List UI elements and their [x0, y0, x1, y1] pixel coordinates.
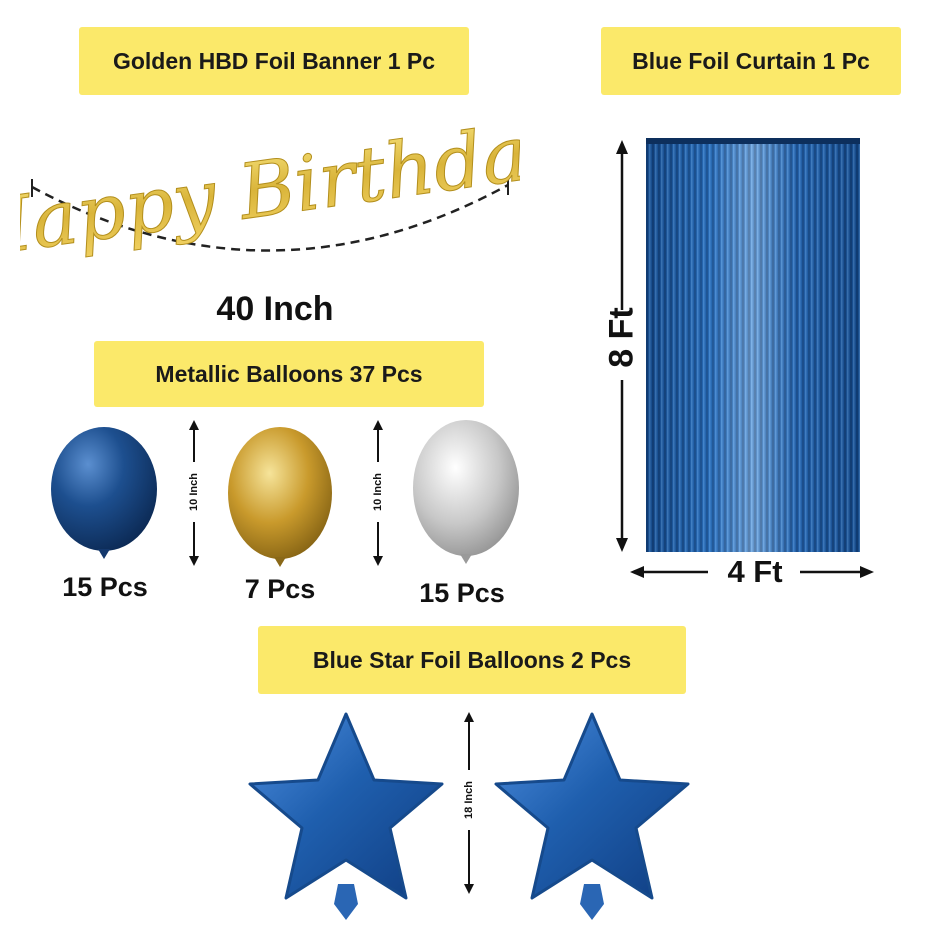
banner-string	[31, 183, 509, 252]
blue-balloon-count: 15 Pcs	[62, 572, 148, 602]
blue-foil-curtain	[646, 138, 860, 552]
gold-balloon-count: 7 Pcs	[244, 574, 316, 604]
star-size-label: 18 Inch	[463, 770, 475, 830]
star-label: Blue Star Foil Balloons 2 Pcs	[258, 626, 686, 694]
star-balloon-right	[494, 712, 690, 920]
curtain-height-label: 8 Ft	[602, 307, 641, 368]
curtain-width-arrow	[630, 566, 874, 578]
curtain-label: Blue Foil Curtain 1 Pc	[601, 27, 901, 95]
gold-balloon	[228, 427, 332, 567]
silver-balloon-count: 15 Pcs	[419, 578, 505, 608]
curtain-height-arrow	[616, 140, 628, 552]
curtain-width-label: 4 Ft	[727, 554, 783, 589]
balloon-size-label-2: 10 Inch	[372, 462, 384, 522]
banner-length: 40 Inch	[216, 290, 334, 328]
balloon-size-label-1: 10 Inch	[188, 462, 200, 522]
silver-balloon	[413, 420, 519, 564]
blue-balloon	[51, 427, 157, 559]
metallic-label: Metallic Balloons 37 Pcs	[94, 341, 484, 407]
banner-label: Golden HBD Foil Banner 1 Pc	[79, 27, 469, 95]
star-balloon-left	[248, 712, 444, 920]
happy-birthday-banner: Happy Birthday	[20, 105, 520, 276]
